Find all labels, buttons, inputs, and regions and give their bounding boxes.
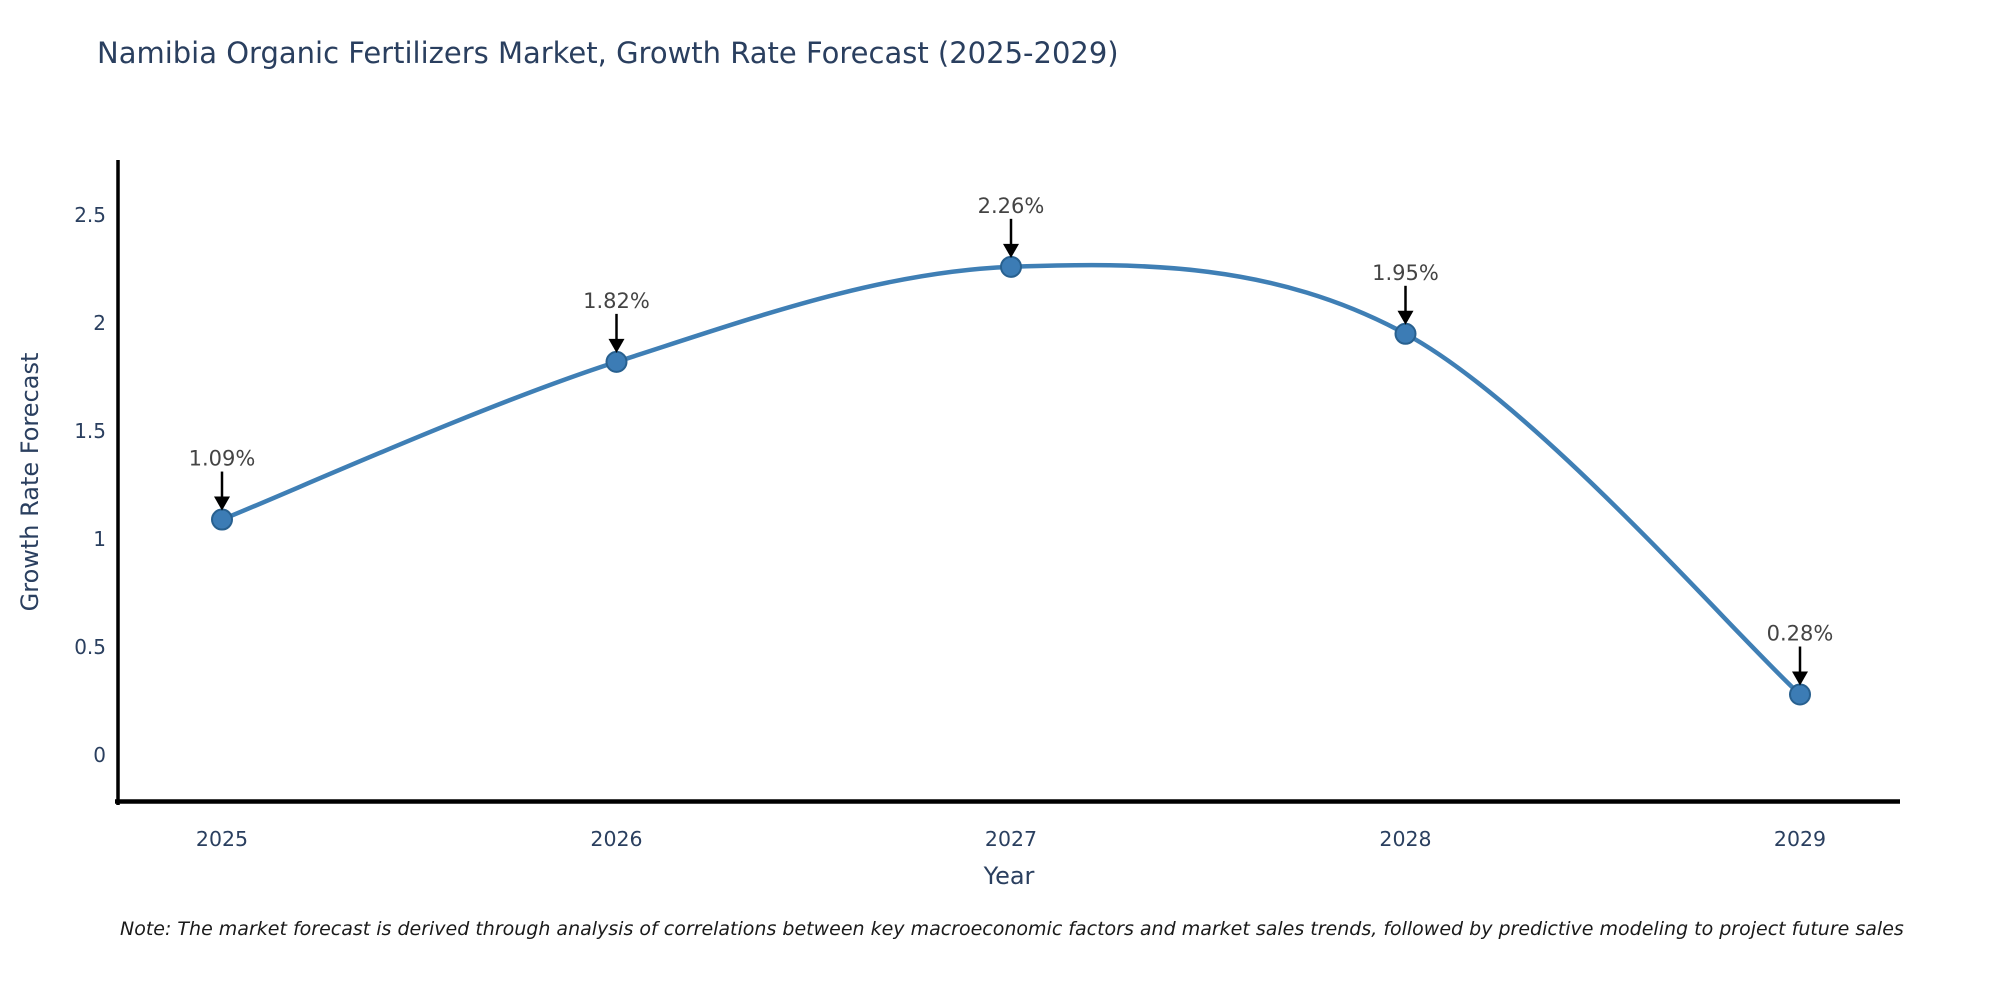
- y-tick-label: 2.5: [74, 203, 106, 227]
- point-annotation-label: 1.95%: [1372, 261, 1439, 285]
- point-annotation-label: 2.26%: [978, 194, 1045, 218]
- x-tick-label: 2025: [196, 827, 248, 851]
- y-axis-title: Growth Rate Forecast: [16, 353, 44, 612]
- annotation-arrow-head: [608, 338, 625, 353]
- point-annotation-label: 1.09%: [189, 447, 256, 471]
- point-annotation-label: 0.28%: [1767, 622, 1834, 646]
- chart-title: Namibia Organic Fertilizers Market, Grow…: [97, 36, 1119, 70]
- data-point-marker: [605, 350, 628, 373]
- x-tick-label: 2027: [985, 827, 1037, 851]
- x-tick-label: 2026: [590, 827, 642, 851]
- annotation-arrow-head: [1792, 671, 1808, 686]
- y-tick-label: 2: [93, 311, 106, 335]
- data-point-marker: [1789, 683, 1811, 706]
- annotation-arrow-head: [1397, 310, 1414, 325]
- y-tick-label: 0: [93, 743, 106, 767]
- point-annotation-label: 1.82%: [583, 289, 650, 313]
- data-point-marker: [1000, 255, 1022, 278]
- x-tick-label: 2028: [1379, 827, 1431, 851]
- annotation-arrow-head: [1003, 243, 1019, 258]
- x-tick-label: 2029: [1774, 827, 1826, 851]
- data-point-marker: [211, 508, 233, 531]
- x-axis-title: Year: [983, 862, 1035, 890]
- series-line: [219, 262, 1803, 697]
- data-point-marker: [1394, 322, 1417, 345]
- annotation-arrow-head: [214, 496, 230, 511]
- y-tick-label: 1.5: [74, 419, 106, 443]
- y-tick-label: 1: [93, 527, 106, 551]
- y-tick-label: 0.5: [74, 635, 106, 659]
- chart-note: Note: The market forecast is derived thr…: [120, 918, 1904, 940]
